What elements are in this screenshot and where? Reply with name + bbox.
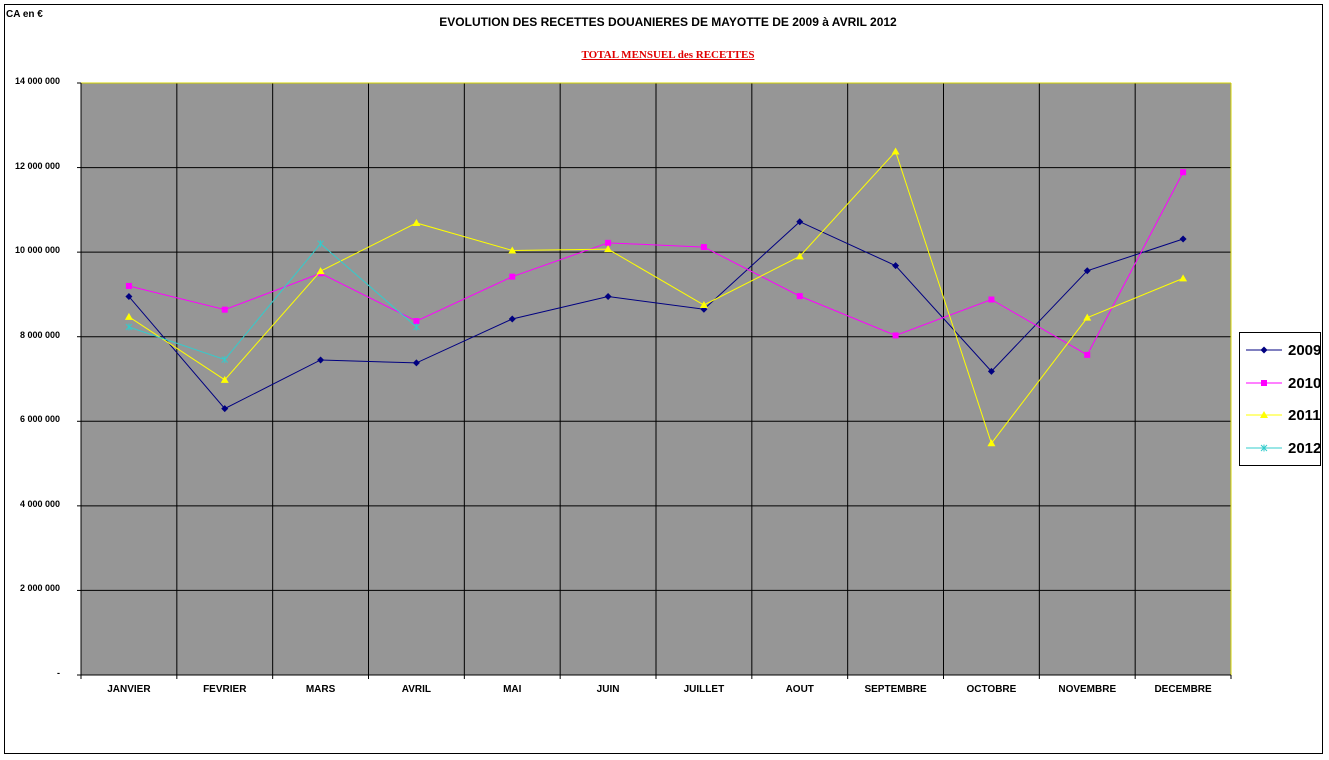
series-2009 (125, 218, 1187, 413)
data-point (317, 240, 324, 248)
data-point (1179, 274, 1188, 282)
y-tick-label: 8 000 000 (19, 329, 60, 340)
data-point (1083, 267, 1091, 275)
legend-item: 2011 (1240, 405, 1322, 425)
data-point (1260, 346, 1268, 354)
x-tick-label: SEPTEMBRE (864, 684, 927, 695)
y-axis-label: CA en € (6, 9, 43, 20)
data-point (796, 218, 804, 226)
y-tick-label: 2 000 000 (19, 583, 60, 594)
legend-item: 2009 (1240, 340, 1322, 360)
data-point (1260, 444, 1268, 451)
data-point (221, 405, 229, 413)
data-point (987, 439, 996, 447)
x-tick-label: JUIN (596, 684, 620, 695)
data-point (796, 293, 803, 300)
legend-item: 2012 (1240, 438, 1322, 458)
data-point (220, 375, 229, 383)
data-point (1261, 379, 1267, 386)
data-point (604, 293, 612, 301)
data-point (604, 245, 613, 253)
legend-label: 2011 (1288, 407, 1321, 424)
legend-swatch (1246, 411, 1282, 418)
data-point (1084, 351, 1091, 358)
data-point (124, 312, 133, 320)
data-point (1180, 169, 1187, 176)
legend-item: 2010 (1240, 373, 1322, 393)
chart-frame (4, 4, 1323, 754)
data-point (699, 301, 708, 308)
data-point (892, 262, 900, 270)
axes (77, 82, 1232, 679)
data-point (1083, 313, 1092, 321)
x-tick-label: JUILLET (683, 684, 725, 695)
data-point (508, 246, 517, 254)
y-tick-label: 4 000 000 (19, 498, 60, 509)
legend-label: 2010 (1288, 374, 1322, 392)
x-tick-label: OCTOBRE (966, 684, 1017, 695)
y-tick-label: 12 000 000 (14, 160, 60, 171)
x-tick-label: AVRIL (401, 684, 432, 695)
x-tick-label: NOVEMBRE (1058, 684, 1117, 695)
x-tick-label: AOUT (785, 684, 814, 695)
series-line (128, 242, 417, 361)
series-layer (124, 147, 1188, 447)
data-point (988, 296, 995, 303)
data-point (125, 293, 133, 301)
legend-swatch (1246, 444, 1282, 451)
legend-label: 2012 (1288, 439, 1322, 457)
data-point (412, 359, 420, 367)
series-line (128, 150, 1184, 445)
series-2010 (125, 169, 1187, 358)
x-tick-label: FEVRIER (203, 684, 247, 695)
data-point (1260, 411, 1268, 418)
data-point (987, 367, 995, 375)
data-point (413, 318, 420, 325)
legend-label: 2009 (1288, 342, 1322, 359)
data-point (700, 244, 707, 251)
data-point (317, 356, 325, 364)
chart-subtitle: TOTAL MENSUEL des RECETTES (581, 49, 755, 61)
data-point (412, 218, 421, 226)
series-line (128, 171, 1184, 356)
x-tick-label: MAI (503, 684, 522, 695)
chart-title: EVOLUTION DES RECETTES DOUANIERES DE MAY… (439, 15, 897, 29)
legend: 2009 2010 2011 2012 (1239, 332, 1321, 466)
y-tick-label: 10 000 000 (14, 245, 60, 256)
data-point (413, 323, 420, 331)
series-2011 (124, 147, 1188, 447)
data-point (795, 252, 804, 260)
data-point (509, 273, 516, 280)
y-tick-label: 6 000 000 (19, 414, 60, 425)
data-point (221, 356, 229, 364)
data-point (221, 306, 228, 313)
data-point (891, 147, 900, 155)
legend-swatch (1246, 379, 1282, 386)
y-tick-label: 14 000 000 (14, 76, 60, 86)
series-line (128, 221, 1184, 410)
gridlines (81, 82, 1232, 675)
x-tick-label: JANVIER (107, 684, 151, 695)
series-2012 (125, 240, 420, 364)
data-point (125, 323, 133, 331)
data-point (508, 315, 516, 323)
x-tick-label: MARS (305, 684, 336, 695)
data-point (1179, 235, 1187, 243)
data-point (605, 239, 612, 246)
data-point (316, 267, 325, 275)
x-tick-label: DECEMBRE (1154, 684, 1212, 695)
data-point (892, 332, 899, 339)
y-tick-label: - (57, 668, 60, 678)
data-point (125, 282, 132, 289)
legend-swatch (1246, 346, 1282, 354)
